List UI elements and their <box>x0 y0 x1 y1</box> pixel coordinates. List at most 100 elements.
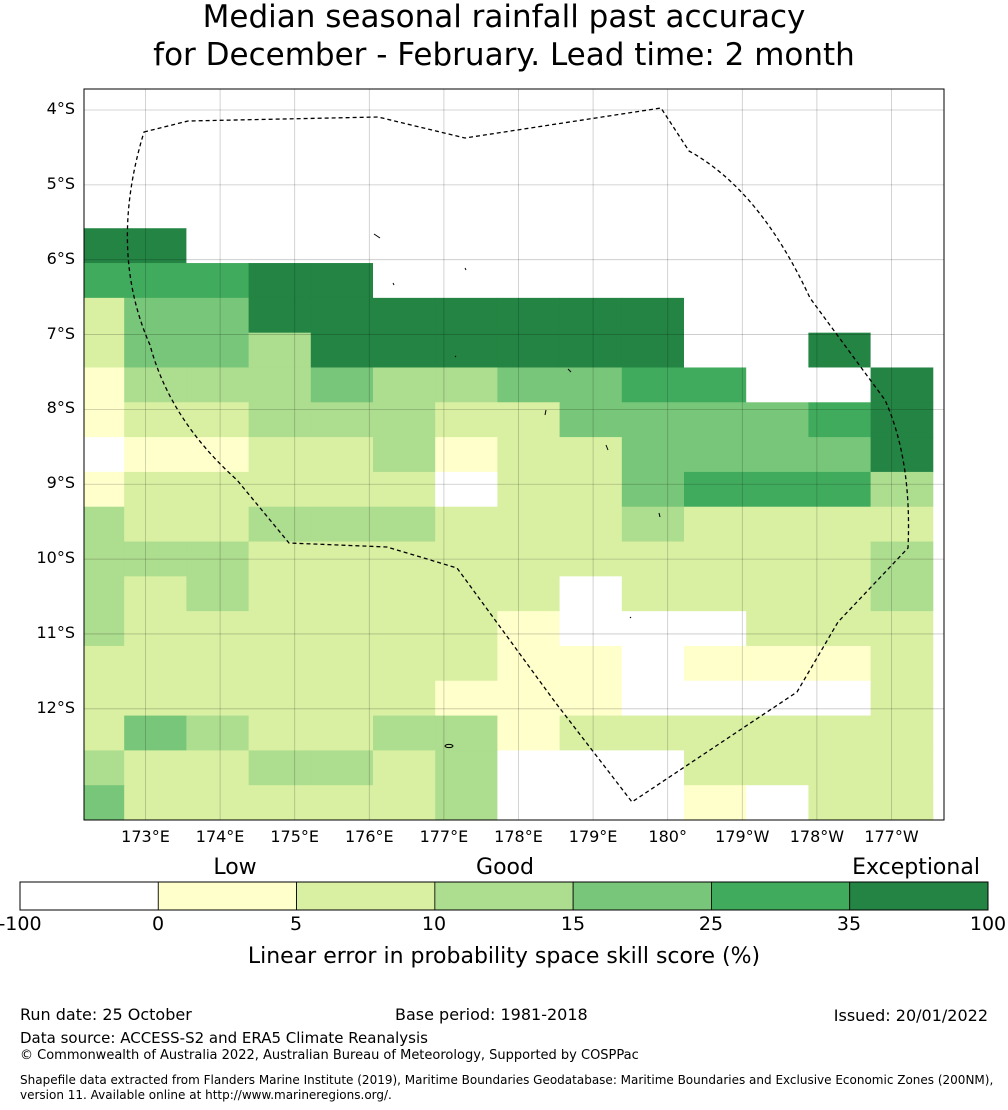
map-grid-cell <box>621 158 685 194</box>
colorbar-segment <box>434 881 574 911</box>
map-grid-cell <box>870 332 934 368</box>
map-grid-cell <box>559 680 623 717</box>
latitude-label: 6°S <box>46 248 75 268</box>
map-grid-cell <box>621 263 685 299</box>
map-grid-cell <box>124 123 187 160</box>
map-grid-cell <box>124 645 187 682</box>
map-grid-cell <box>870 506 934 543</box>
map-graticule <box>84 89 944 820</box>
map-grid-cell <box>808 471 872 508</box>
map-grid-cell <box>684 715 747 751</box>
colorbar-axis-label: Linear error in probability space skill … <box>247 944 761 969</box>
map-grid-cell <box>684 367 747 403</box>
map-grid-cell <box>621 471 685 508</box>
map-grid-cell <box>621 576 685 612</box>
run-date: Run date: 25 October <box>20 1005 192 1024</box>
map-grid-cell <box>684 158 747 194</box>
map-grid-cell <box>559 158 623 194</box>
map-grid-cell <box>870 89 934 125</box>
map-grid-cell <box>84 680 125 717</box>
map-grid-cell <box>684 750 747 786</box>
map-grid-cell <box>559 89 623 125</box>
map-grid-cell <box>248 506 312 543</box>
map-grid-cell <box>124 611 187 647</box>
map-grid-cell <box>310 367 374 403</box>
map-grid-cell <box>746 193 809 229</box>
map-grid-cell <box>808 89 872 125</box>
map-grid-cell <box>621 750 685 786</box>
map-grid-cell <box>684 437 747 473</box>
legend-category-good: Good <box>476 855 534 880</box>
latitude-label: 9°S <box>46 473 75 493</box>
map-grid-cell <box>248 123 312 160</box>
island-marker <box>454 355 457 358</box>
latitude-label: 5°S <box>46 173 75 193</box>
chart-title-line2: for December - February. Lead time: 2 mo… <box>153 37 855 73</box>
map-grid-cell <box>559 228 623 264</box>
map-grid-cell <box>186 750 250 786</box>
map-grid-cell <box>808 193 872 229</box>
map-grid-cell <box>373 367 436 403</box>
map-grid-cell <box>808 645 872 682</box>
map-grid-cell <box>84 228 125 264</box>
map-grid-cell <box>746 715 809 751</box>
map-grid-cell <box>248 437 312 473</box>
map-grid-cell <box>373 645 436 682</box>
map-grid-cell <box>808 437 872 473</box>
map-grid-cell <box>373 332 436 368</box>
map-grid-cell <box>870 785 934 821</box>
longitude-label: 177°E <box>419 827 469 846</box>
map-grid-cell <box>497 89 561 125</box>
map-grid-cell <box>559 367 623 403</box>
map-grid-cell <box>497 437 561 473</box>
issued-date: Issued: 20/01/2022 <box>833 1006 988 1025</box>
map-grid-cell <box>559 785 623 821</box>
map-grid-cell <box>373 89 436 125</box>
map-grid-cell <box>621 680 685 717</box>
map-grid-cell <box>373 576 436 612</box>
legend-category-low: Low <box>213 855 257 880</box>
map-grid-cell <box>808 750 872 786</box>
map-grid-cell <box>248 715 312 751</box>
map-grid-cell <box>746 228 809 264</box>
map-grid-cell <box>310 611 374 647</box>
longitude-label: 175°E <box>270 827 320 846</box>
map-grid-cell <box>497 506 561 543</box>
map-grid-cell <box>684 576 747 612</box>
map-grid-cell <box>621 785 685 821</box>
map-grid-cell <box>186 506 250 543</box>
map-grid-cell <box>621 541 685 577</box>
map-grid-cell <box>746 89 809 125</box>
map-grid-cell <box>621 506 685 543</box>
map-grid-cell <box>435 645 498 682</box>
map-grid-cell <box>124 785 187 821</box>
map-grid-cell <box>870 680 934 717</box>
map-grid-cell <box>497 750 561 786</box>
map-grid-cell <box>746 158 809 194</box>
map-grid-cell <box>435 332 498 368</box>
map-grid-cell <box>497 367 561 403</box>
map-grid-cell <box>373 471 436 508</box>
map-grid-cell <box>746 367 809 403</box>
map-grid-cell <box>559 645 623 682</box>
map-grid-cell <box>808 611 872 647</box>
latitude-label: 8°S <box>46 398 75 418</box>
map-grid-cell <box>310 750 374 786</box>
island-marker <box>629 616 632 619</box>
map-grid-cell <box>497 158 561 194</box>
map-grid-cell <box>746 611 809 647</box>
copyright-notice: © Commonwealth of Australia 2022, Austra… <box>20 1048 639 1063</box>
map-grid-cell <box>497 193 561 229</box>
map-grid-cell <box>559 193 623 229</box>
latitude-label: 10°S <box>36 548 75 568</box>
map-grid-cell <box>84 123 125 160</box>
map-grid-cell <box>684 611 747 647</box>
map-grid-cell <box>435 506 498 543</box>
colorbar-segment <box>157 881 297 911</box>
latitude-label: 12°S <box>36 697 75 717</box>
map-grid-cell <box>746 437 809 473</box>
map-grid-cell <box>186 263 250 299</box>
latitude-label: 4°S <box>46 99 75 118</box>
map-grid-cell <box>559 123 623 160</box>
island-marker <box>658 512 661 518</box>
